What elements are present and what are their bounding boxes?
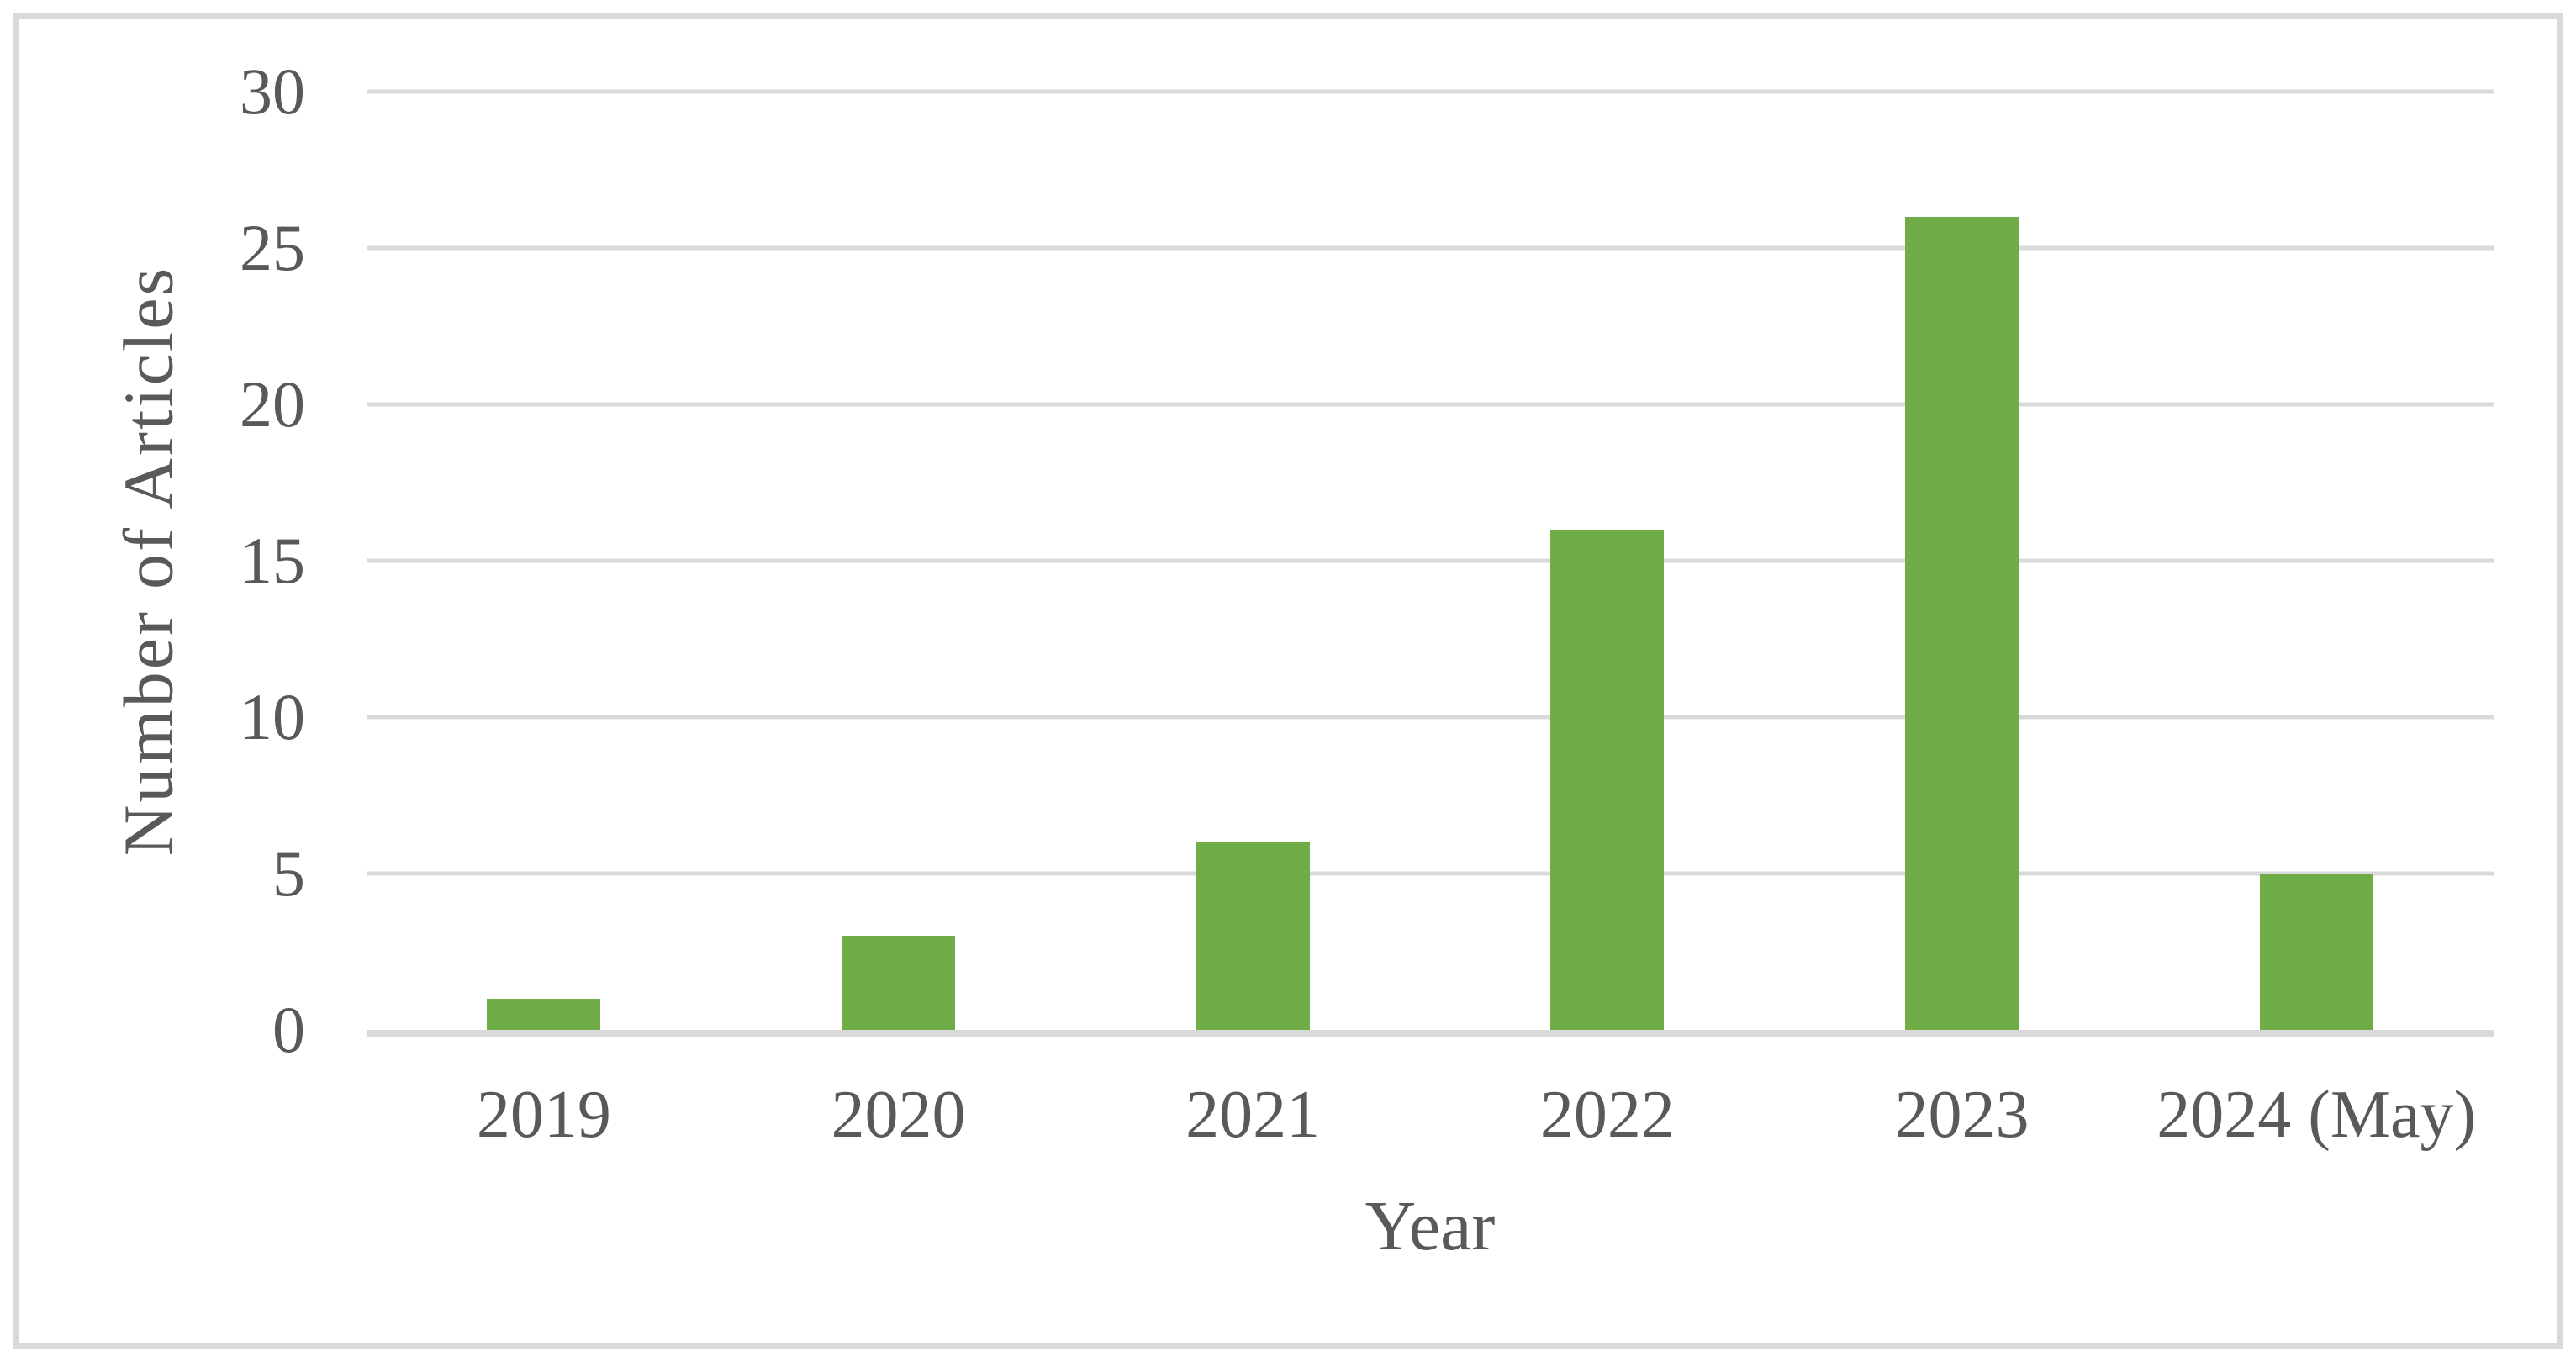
y-tick-label-30: 30 xyxy=(240,55,305,128)
bar-2021 xyxy=(1196,842,1310,1030)
x-tick-label-2021: 2021 xyxy=(1185,1078,1321,1152)
x-axis-tick-labels: 2019 2020 2021 2022 2023 2024 (May) xyxy=(367,1030,2494,1206)
x-tick-label-2022: 2022 xyxy=(1539,1078,1675,1152)
gridline-25 xyxy=(367,245,2494,251)
bar-2024 (May) xyxy=(2259,874,2373,1030)
y-tick-label-25: 25 xyxy=(240,211,305,284)
x-tick-label-2023: 2023 xyxy=(1894,1078,2030,1152)
gridline-30 xyxy=(367,89,2494,94)
y-tick-label-0: 0 xyxy=(272,993,305,1066)
plot-area xyxy=(367,89,2494,1037)
x-tick-label-2019: 2019 xyxy=(476,1078,611,1152)
gridline-5 xyxy=(367,871,2494,876)
y-tick-label-20: 20 xyxy=(240,367,305,441)
x-tick-label-2020: 2020 xyxy=(831,1078,966,1152)
y-axis-tick-labels: 0 5 10 15 20 25 30 xyxy=(0,55,305,1066)
y-tick-label-15: 15 xyxy=(240,524,305,597)
gridline-20 xyxy=(367,402,2494,407)
bar-2019 xyxy=(487,998,601,1030)
gridline-15 xyxy=(367,558,2494,563)
y-tick-label-10: 10 xyxy=(240,680,305,753)
x-axis-title: Year xyxy=(1365,1187,1496,1265)
x-tick-label-2024 (May): 2024 (May) xyxy=(2156,1078,2477,1152)
gridline-10 xyxy=(367,715,2494,720)
bar-2020 xyxy=(842,936,955,1030)
bar-2022 xyxy=(1550,529,1665,1030)
y-tick-label-5: 5 xyxy=(272,837,305,910)
bar-2023 xyxy=(1905,216,2019,1030)
